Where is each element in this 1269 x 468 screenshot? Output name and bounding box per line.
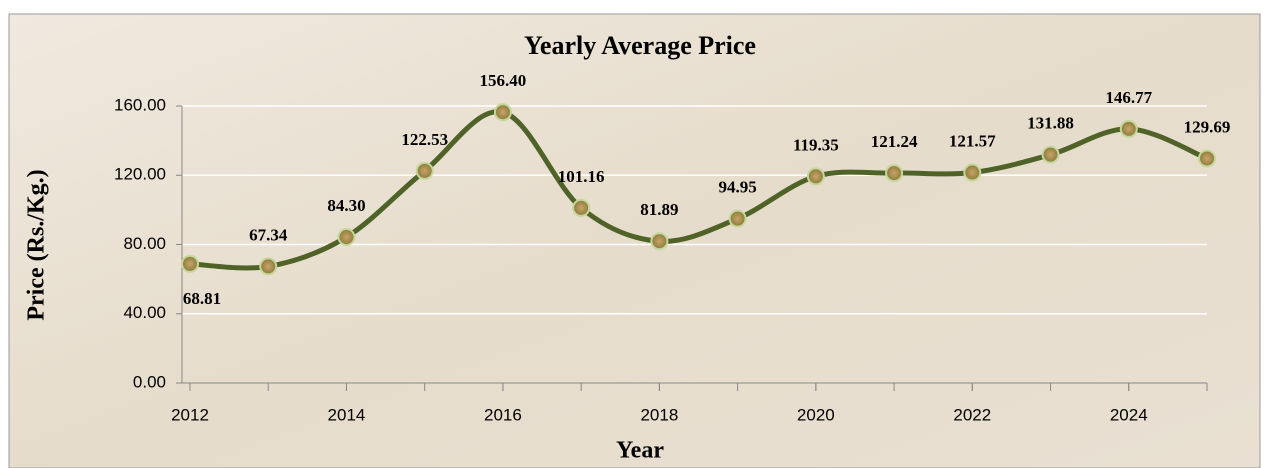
x-tick-label: 2024 xyxy=(1110,405,1148,424)
marker xyxy=(415,161,434,180)
x-tick-label: 2022 xyxy=(953,405,991,424)
data-label: 119.35 xyxy=(793,135,839,154)
data-label: 122.53 xyxy=(401,130,448,149)
y-tick-label: 80.00 xyxy=(123,234,166,253)
data-label: 81.89 xyxy=(640,200,678,219)
marker xyxy=(963,163,982,182)
y-tick-label: 160.00 xyxy=(114,95,166,114)
marker xyxy=(1198,149,1216,168)
line xyxy=(189,109,1208,271)
x-tick-label: 2020 xyxy=(797,405,835,424)
marker xyxy=(493,103,512,122)
data-label: 84.30 xyxy=(327,196,365,215)
x-tick-label: 2016 xyxy=(484,405,522,424)
x-tick-label: 2012 xyxy=(171,405,209,424)
chart-title: Yearly Average Price xyxy=(524,31,756,60)
x-tick-label: 2014 xyxy=(328,405,366,424)
y-axis-title: Price (Rs./Kg.) xyxy=(24,169,50,320)
marker xyxy=(572,198,591,217)
y-tick-label: 40.00 xyxy=(123,303,166,322)
y-tick-label: 120.00 xyxy=(114,165,166,184)
marker xyxy=(806,167,825,186)
marker xyxy=(650,232,669,251)
data-label: 156.40 xyxy=(480,71,527,90)
marker xyxy=(728,209,747,228)
x-tick-label: 2018 xyxy=(640,405,678,424)
data-label: 68.81 xyxy=(183,289,221,308)
marker xyxy=(337,228,356,247)
data-label: 129.69 xyxy=(1184,117,1231,136)
data-label: 121.24 xyxy=(871,132,918,151)
marker xyxy=(259,257,278,276)
data-label: 94.95 xyxy=(718,178,756,197)
marker xyxy=(181,254,199,273)
y-tick-label: 0.00 xyxy=(133,372,166,391)
data-label: 67.34 xyxy=(249,225,288,244)
marker xyxy=(1119,119,1138,138)
data-label: 121.57 xyxy=(949,131,996,150)
marker xyxy=(1041,145,1060,164)
data-label: 101.16 xyxy=(558,167,605,186)
x-axis-title: Year xyxy=(616,438,664,464)
data-label: 146.77 xyxy=(1105,88,1152,107)
data-label: 131.88 xyxy=(1027,114,1074,133)
chart-background xyxy=(8,13,1261,468)
marker xyxy=(885,164,904,183)
